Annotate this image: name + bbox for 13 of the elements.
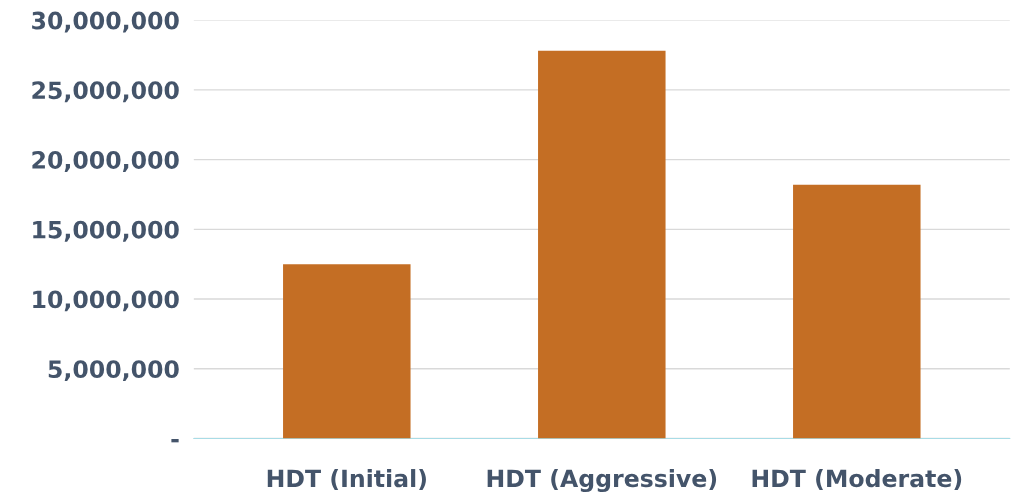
y-tick-label: 5,000,000 (48, 360, 179, 382)
x-tick-label: HDT (Moderate) (752, 469, 962, 491)
y-tick-label: 25,000,000 (32, 81, 179, 103)
bar (283, 264, 411, 439)
y-tick-label: 10,000,000 (33, 290, 179, 312)
y-tick-label: 20,000,000 (32, 151, 179, 172)
x-tick-label: HDT (Aggressive) (487, 469, 717, 493)
x-tick-label: HDT (Initial) (267, 469, 426, 491)
bar (793, 184, 921, 439)
y-tick-label: 30,000,000 (32, 11, 179, 33)
y-tick-label: 15,000,000 (33, 220, 179, 242)
y-tick-label: - (171, 438, 179, 443)
bar (538, 50, 666, 439)
